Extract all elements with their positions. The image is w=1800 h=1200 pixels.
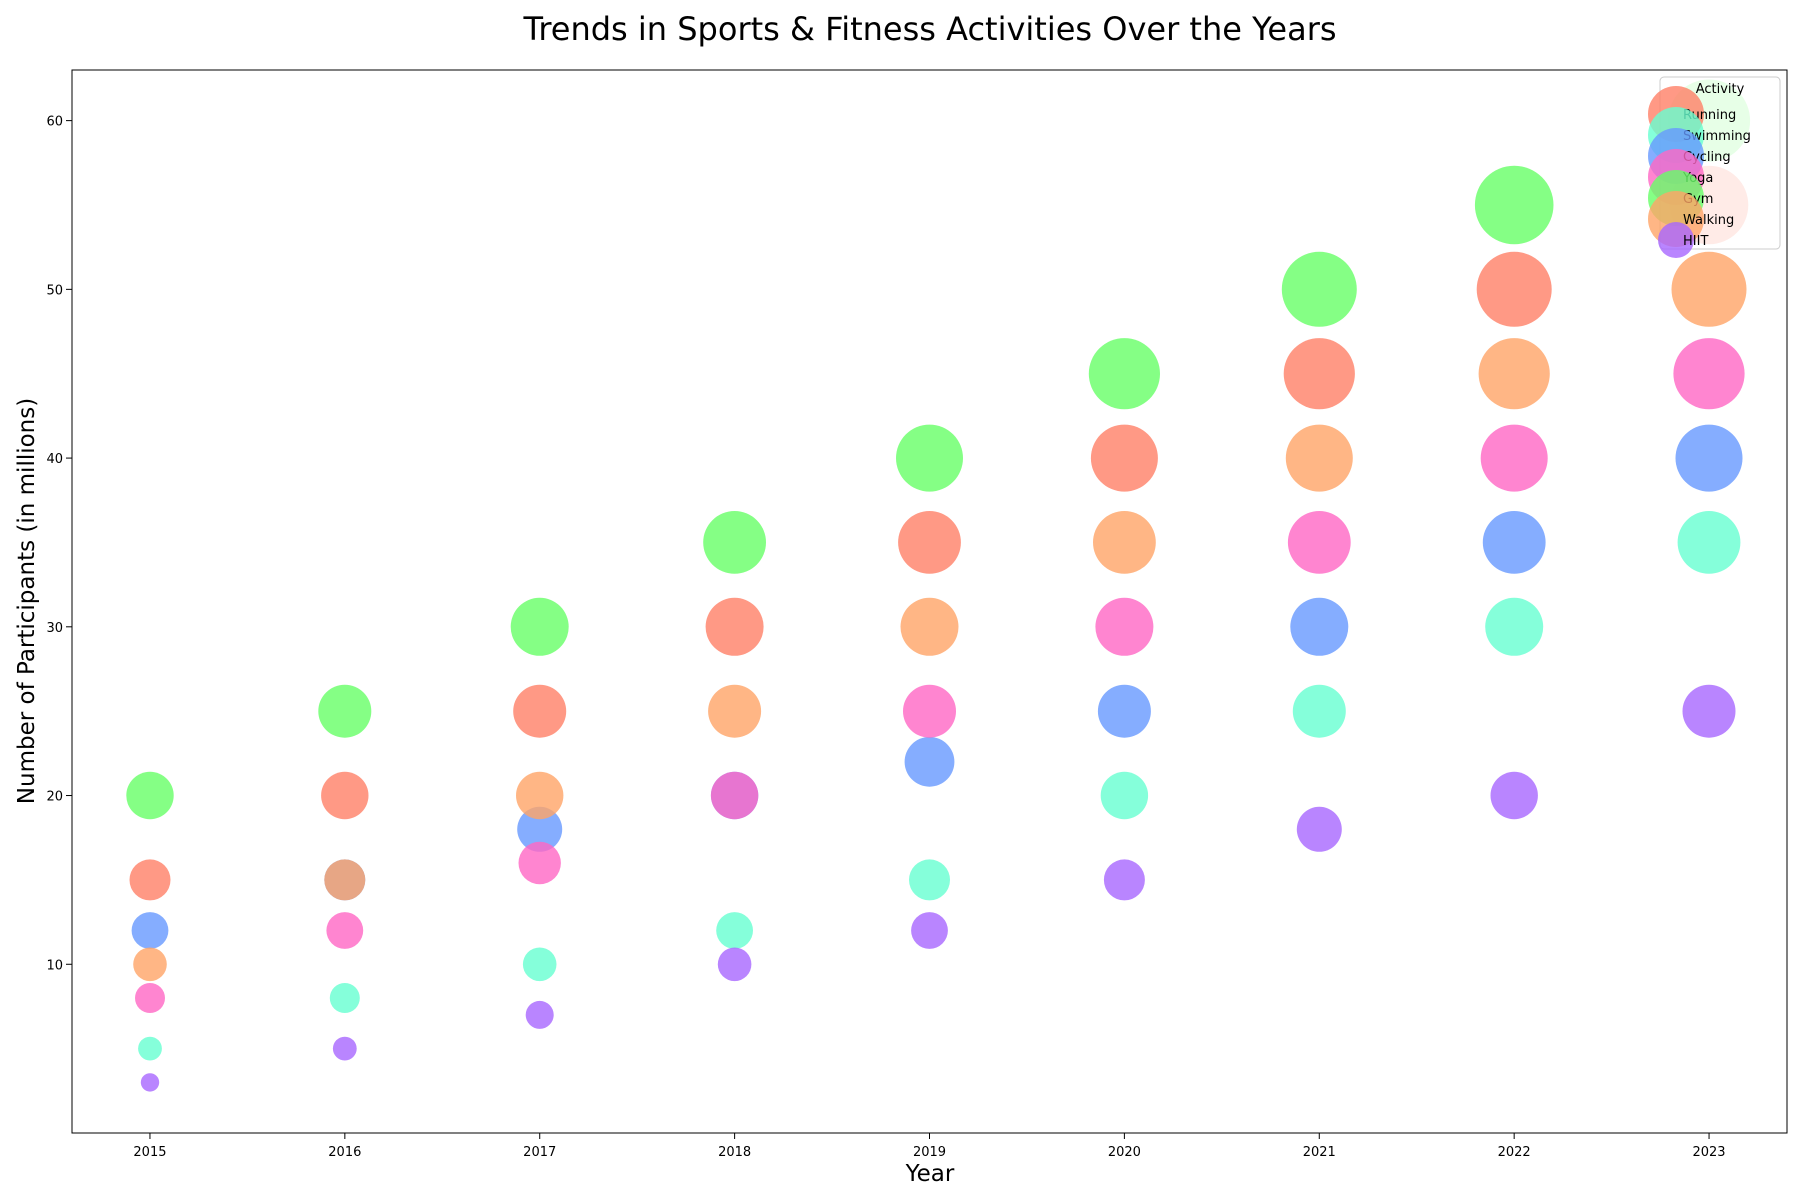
bubble-cycling-2017: [517, 806, 563, 852]
x-tick-label-2016: 2016: [328, 1145, 361, 1160]
bubble-running-2016: [321, 771, 369, 820]
axes: 2015 2016 2017 2018 2019 2020 2021 2022 2023 10 20…: [46, 69, 1788, 1160]
legend-label-walking: Walking: [1683, 213, 1734, 228]
bubble-swimming-2015: [138, 1036, 162, 1061]
bubble-yoga-2018: [710, 771, 759, 820]
bubble-running-2019: [898, 511, 961, 574]
y-tick-label-10: 10: [46, 958, 63, 973]
bubble-gym-2022: [1474, 165, 1554, 245]
bubble-walking-2019: [900, 597, 959, 656]
bubble-gym-2016: [318, 684, 372, 738]
x-tick-label-2023: 2023: [1692, 1145, 1725, 1160]
bubble-yoga-2017: [518, 841, 561, 885]
bubble-walking-2023: [1671, 251, 1747, 327]
legend-label-swimming: Swimming: [1683, 129, 1751, 144]
bubble-yoga-2021: [1287, 511, 1351, 574]
bubble-walking-2021: [1285, 424, 1353, 492]
bubble-running-2021: [1283, 338, 1355, 410]
chart-title: Trends in Sports & Fitness Activities Ov…: [522, 10, 1336, 48]
bubble-gym-2018: [703, 511, 766, 574]
bubble-running-2020: [1090, 424, 1158, 492]
y-tick-label-30: 30: [46, 621, 63, 636]
bubble-running-2015: [129, 859, 171, 901]
bubble-gym-2019: [896, 424, 963, 492]
bubble-hiit-2017: [525, 1000, 554, 1029]
bubble-swimming-2017: [522, 947, 557, 982]
bubble-yoga-2020: [1095, 597, 1154, 656]
bubble-cycling-2015: [131, 912, 169, 949]
bubble-yoga-2023: [1673, 338, 1745, 410]
bubble-hiit-2023: [1682, 684, 1736, 738]
x-tick-label-2017: 2017: [523, 1145, 556, 1160]
y-axis-label: Number of Participants (in millions): [14, 398, 40, 804]
bubble-swimming-2019: [909, 859, 950, 901]
bubble-running-2017: [513, 684, 567, 738]
bubble-walking-2015: [133, 947, 167, 982]
bubble-cycling-2023: [1675, 424, 1743, 492]
bubble-swimming-2016: [329, 983, 360, 1013]
bubble-swimming-2021: [1292, 684, 1346, 738]
bubble-gym-2021: [1281, 251, 1357, 327]
x-tick-label-2021: 2021: [1303, 1145, 1336, 1160]
bubble-yoga-2015: [135, 983, 165, 1013]
x-tick-label-2015: 2015: [133, 1145, 166, 1160]
bubble-swimming-2022: [1485, 597, 1544, 656]
bubble-cycling-2021: [1290, 597, 1349, 656]
bubble-swimming-2018: [716, 912, 753, 949]
bubble-cycling-2019: [904, 736, 955, 787]
bubble-yoga-2016: [326, 912, 364, 949]
y-tick-label-50: 50: [46, 283, 63, 298]
bubble-hiit-2022: [1490, 771, 1538, 820]
bubble-hiit-2019: [911, 912, 948, 949]
x-tick-label-2019: 2019: [913, 1145, 946, 1160]
bubble-hiit-2015: [140, 1073, 160, 1092]
x-tick-label-2018: 2018: [718, 1145, 751, 1160]
bubble-running-2018: [705, 597, 764, 656]
y-tick-label-60: 60: [46, 115, 63, 130]
x-tick-label-2020: 2020: [1108, 1145, 1141, 1160]
legend: ActivityRunningSwimmingCyclingYogaGymWal…: [1648, 76, 1781, 258]
bubble-walking-2018: [708, 684, 762, 738]
bubble-running-2022: [1476, 251, 1552, 327]
y-tick-label-20: 20: [46, 790, 63, 805]
bubble-cycling-2020: [1097, 684, 1151, 738]
bubble-walking-2020: [1093, 511, 1156, 574]
bubble-yoga-2022: [1480, 424, 1548, 492]
y-tick-label-40: 40: [46, 452, 63, 467]
x-tick-label-2022: 2022: [1498, 1145, 1531, 1160]
bubble-gym-2020: [1088, 338, 1160, 410]
bubble-hiit-2018: [717, 947, 752, 982]
x-axis-label: Year: [905, 1161, 955, 1187]
legend-label-hiit: HIIT: [1683, 234, 1708, 249]
bubble-hiit-2016: [332, 1036, 357, 1061]
bubble-walking-2022: [1478, 338, 1550, 410]
bubble-cycling-2022: [1482, 511, 1546, 574]
bubble-hiit-2021: [1296, 806, 1342, 852]
plot-area: [126, 79, 1751, 1092]
bubble-swimming-2023: [1677, 511, 1741, 574]
bubble-swimming-2020: [1100, 771, 1149, 820]
bubble-yoga-2019: [903, 684, 956, 738]
bubble-walking-2017: [516, 771, 564, 820]
legend-marker-hiit: [1658, 222, 1694, 258]
legend-title: Activity: [1696, 82, 1745, 97]
bubble-gym-2017: [510, 597, 569, 656]
bubble-gym-2015: [126, 771, 174, 820]
bubble-walking-2016: [324, 859, 366, 901]
bubble-hiit-2020: [1103, 859, 1145, 901]
